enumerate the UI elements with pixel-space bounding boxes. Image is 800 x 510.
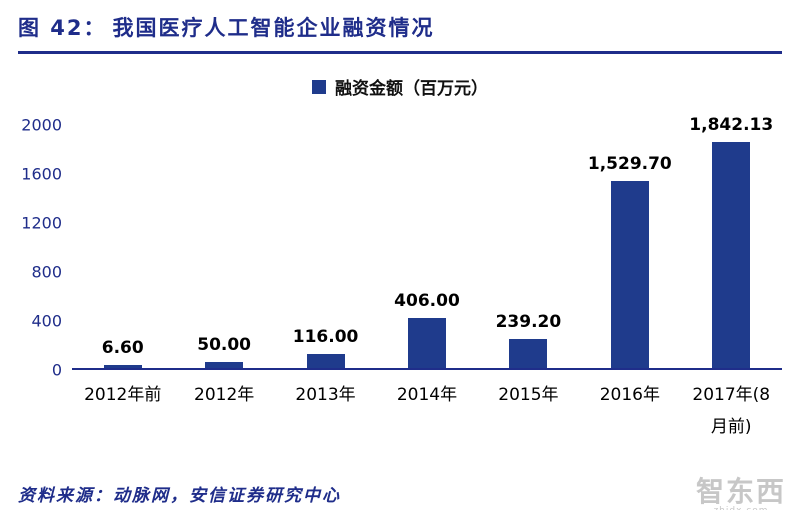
x-tick-label: 2017年(8 月前) (692, 385, 771, 438)
y-tick-label: 1600 (21, 164, 62, 184)
figure-header: 图 42： 我国医疗人工智能企业融资情况 (18, 12, 782, 54)
x-tick-label: 2013年 (295, 385, 356, 405)
bar (407, 318, 446, 368)
bar-column: 406.00 (376, 291, 477, 368)
watermark-subtext: zhidx.com (696, 506, 786, 510)
bar (712, 142, 751, 368)
x-tick-label: 2016年 (599, 385, 660, 405)
bar-chart: 0 400 800 1200 1600 2000 6.60 50.00 116.00 406.0… (12, 115, 782, 444)
bar-value-label: 116.00 (292, 326, 359, 347)
source-note: 资料来源：动脉网，安信证券研究中心 (18, 486, 341, 506)
figure-number: 图 42： (18, 16, 107, 40)
bar-column: 1,529.70 (579, 154, 680, 368)
x-tick-label: 2014年 (396, 385, 458, 405)
y-tick-label: 1200 (21, 213, 62, 233)
y-tick-label: 0 (51, 360, 62, 380)
bar-value-label: 1,529.70 (587, 153, 672, 174)
bar (509, 338, 548, 368)
x-axis: 2012年前 2012年 2013年 2014年 2015年 2016年 2017年(8 月… (72, 379, 782, 444)
bar (205, 361, 244, 368)
bar-value-label: 406.00 (394, 291, 460, 312)
legend-label: 融资金额（百万元） (335, 79, 488, 99)
bar-column: 1,842.13 (681, 115, 782, 368)
bar (103, 365, 142, 368)
bar-column: 239.20 (478, 312, 579, 368)
bar-value-label: 1,842.13 (689, 115, 774, 136)
x-tick-label: 2012年 (194, 385, 255, 405)
bar-value-label: 239.20 (495, 311, 562, 332)
x-tick-label: 2012年前 (84, 385, 162, 405)
plot-area: 6.60 50.00 116.00 406.00 239.20 1,529.70 1,842… (72, 115, 782, 370)
y-tick-label: 400 (31, 311, 62, 331)
chart-legend: 融资金额（百万元） (0, 74, 800, 99)
bar-value-label: 6.60 (101, 338, 144, 358)
legend-swatch-icon (312, 79, 326, 94)
y-tick-label: 800 (31, 262, 62, 282)
bar (306, 353, 345, 368)
watermark: 智东西 zhidx.com (696, 478, 786, 510)
x-tick-label: 2015年 (498, 385, 559, 405)
figure-title: 我国医疗人工智能企业融资情况 (112, 16, 435, 40)
bar (610, 180, 649, 368)
bar-column: 6.60 (72, 338, 173, 368)
bar-column: 116.00 (275, 327, 376, 368)
watermark-text: 智东西 (695, 475, 786, 508)
y-axis: 0 400 800 1200 1600 2000 (12, 116, 72, 380)
bar-column: 50.00 (173, 335, 274, 368)
y-tick-label: 2000 (21, 115, 62, 135)
bar-value-label: 50.00 (197, 334, 252, 355)
